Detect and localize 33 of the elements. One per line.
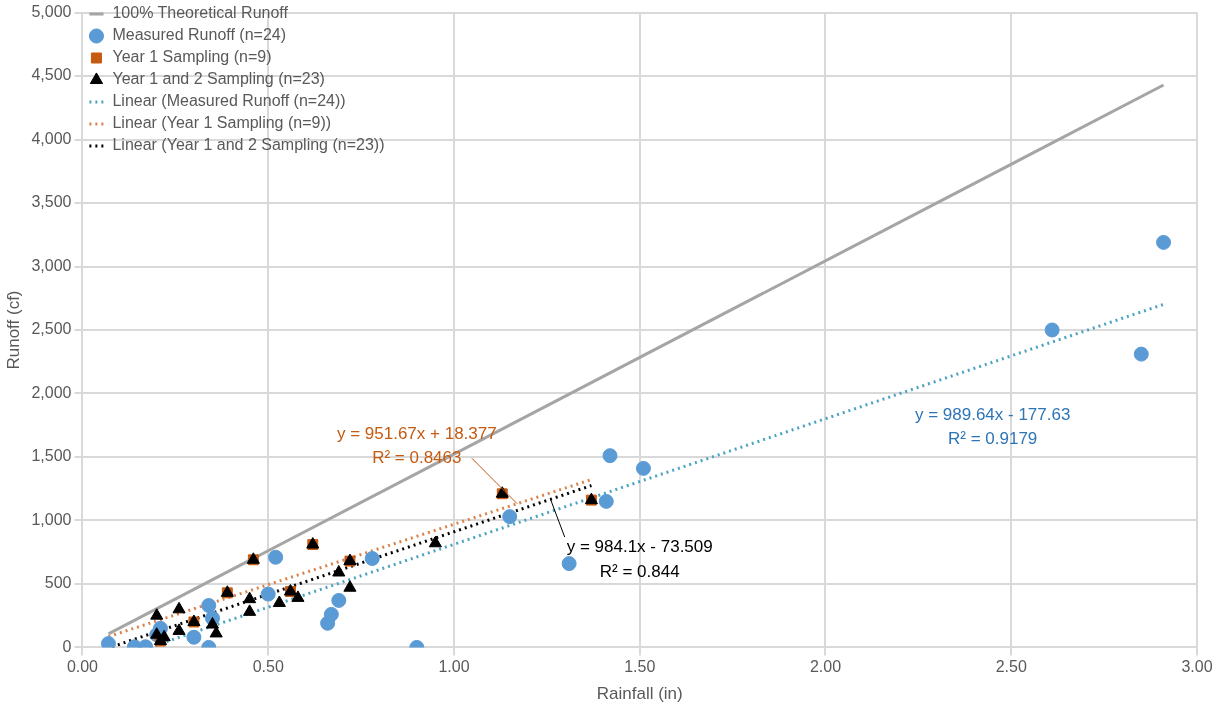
legend-label: Linear (Year 1 and 2 Sampling (n=23)) <box>112 136 385 154</box>
y-tick-label: 1,500 <box>31 447 72 465</box>
x-tick-label: 3.00 <box>1181 658 1213 676</box>
annotation: y = 951.67x + 18.377 <box>336 423 497 443</box>
legend-label: Linear (Year 1 Sampling (n=9)) <box>112 114 332 132</box>
y-tick-label: 2,500 <box>31 320 72 338</box>
y-tick-label: 4,000 <box>31 129 72 147</box>
legend-label: Year 1 Sampling (n=9) <box>112 48 272 66</box>
legend-label: Measured Runoff (n=24) <box>112 26 287 44</box>
x-tick-label: 0.50 <box>252 658 284 676</box>
annotation: R² = 0.8463 <box>372 447 462 467</box>
y-tick-label: 1,000 <box>31 510 72 528</box>
y-tick-label: 3,000 <box>31 256 72 274</box>
legend-label: Linear (Measured Runoff (n=24)) <box>112 92 346 110</box>
x-tick-label: 1.50 <box>624 658 656 676</box>
y-tick-label: 4,500 <box>31 66 72 84</box>
y-tick-label: 2,000 <box>31 383 72 401</box>
y-tick-label: 3,500 <box>31 193 72 211</box>
legend-label: Year 1 and 2 Sampling (n=23) <box>112 70 325 88</box>
x-tick-label: 2.50 <box>995 658 1027 676</box>
x-tick-label: 2.00 <box>809 658 842 676</box>
legend-label: 100% Theoretical Runoff <box>112 4 289 22</box>
x-tick-label: 1.00 <box>438 658 470 676</box>
annotation: R² = 0.844 <box>599 562 680 582</box>
y-axis-title: Runoff (cf) <box>3 290 23 370</box>
x-tick-label: 0.00 <box>66 658 99 676</box>
annotation: R² = 0.9179 <box>948 428 1038 448</box>
y-tick-label: 500 <box>44 574 72 592</box>
annotation: y = 989.64x - 177.63 <box>914 404 1071 424</box>
annotation: y = 984.1x - 73.509 <box>566 536 713 556</box>
y-tick-label: 0 <box>62 637 72 655</box>
y-tick-label: 5,000 <box>31 3 72 21</box>
x-axis-title: Rainfall (in) <box>596 684 683 704</box>
